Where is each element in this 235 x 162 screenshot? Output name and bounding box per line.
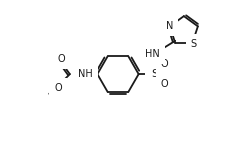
Text: NH: NH: [78, 69, 93, 79]
Text: N: N: [166, 21, 173, 31]
Text: S: S: [190, 39, 196, 49]
Text: O: O: [160, 79, 168, 89]
Text: O: O: [54, 83, 62, 93]
Text: S: S: [151, 69, 158, 79]
Text: O: O: [160, 59, 168, 69]
Text: O: O: [57, 54, 65, 64]
Text: HN: HN: [145, 49, 160, 59]
